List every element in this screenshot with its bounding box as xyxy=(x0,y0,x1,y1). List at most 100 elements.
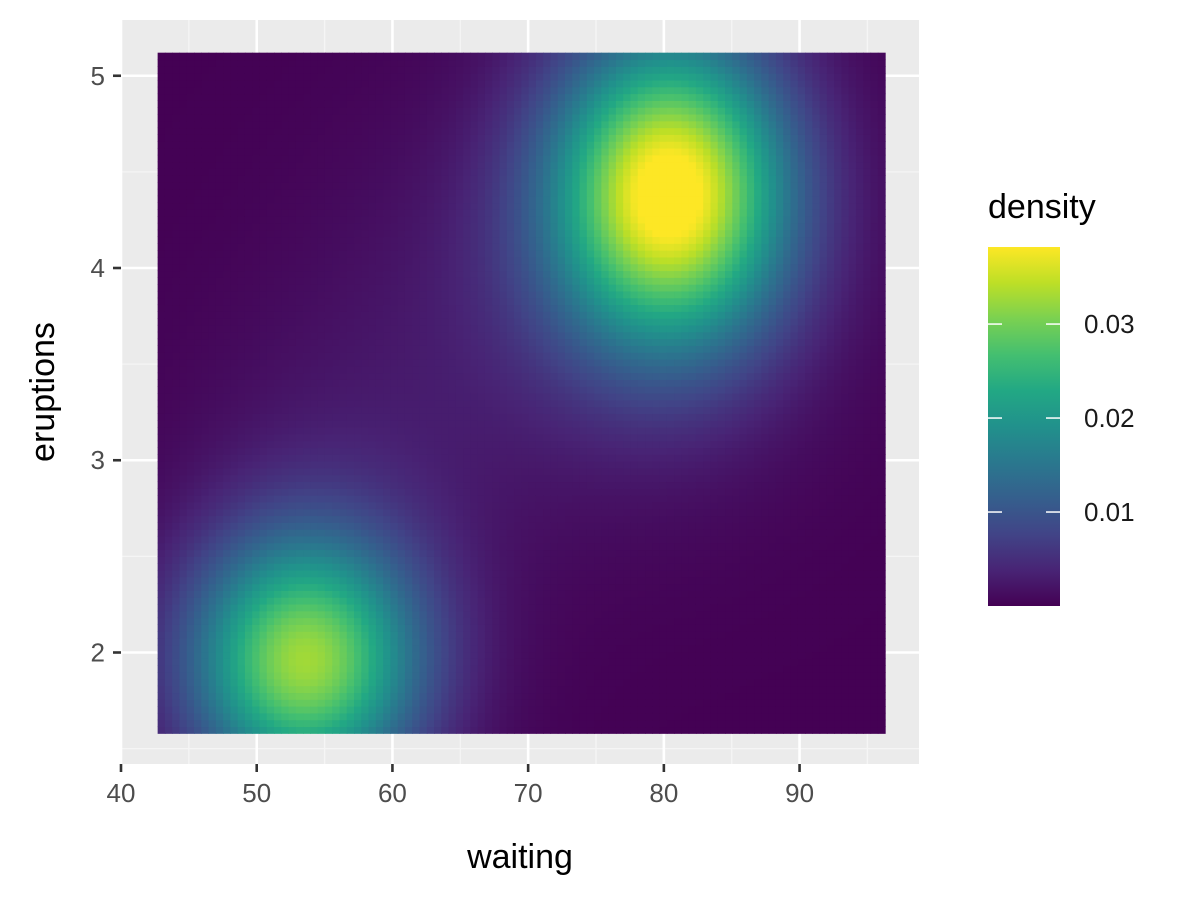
heat-cell xyxy=(317,474,326,483)
heat-cell xyxy=(346,603,355,612)
heat-cell xyxy=(361,345,370,353)
heat-cell xyxy=(492,331,501,340)
heat-cell xyxy=(448,454,457,462)
heat-cell xyxy=(244,66,253,74)
heat-cell xyxy=(499,529,508,537)
heat-cell xyxy=(230,290,239,299)
heat-cell xyxy=(455,610,464,619)
heat-cell xyxy=(194,120,202,129)
heat-cell xyxy=(390,658,399,666)
heat-cell xyxy=(375,270,384,278)
heat-cell xyxy=(303,352,311,360)
heat-cell xyxy=(492,154,501,163)
heat-cell xyxy=(310,488,319,496)
heat-cell xyxy=(295,338,304,346)
heat-cell xyxy=(383,297,392,306)
heat-cell xyxy=(317,515,326,523)
heat-cell xyxy=(324,685,333,694)
heat-cell xyxy=(499,726,508,734)
heat-cell xyxy=(230,386,239,394)
heat-cell xyxy=(448,222,457,231)
heat-cell xyxy=(223,426,231,435)
heat-cell xyxy=(194,270,202,278)
heat-cell xyxy=(288,726,297,734)
heat-cell xyxy=(368,563,377,571)
heat-cell xyxy=(499,79,508,88)
heat-cell xyxy=(172,202,181,210)
heat-cell xyxy=(448,658,457,666)
heat-cell xyxy=(354,624,362,632)
heat-cell xyxy=(419,222,428,231)
heat-cell xyxy=(252,154,261,163)
heat-cell xyxy=(274,556,282,564)
heat-cell xyxy=(179,195,188,204)
heat-cell xyxy=(434,243,442,251)
heat-cell xyxy=(426,597,435,605)
heat-cell xyxy=(470,597,479,605)
heat-cell xyxy=(463,236,472,244)
heat-cell xyxy=(317,304,326,312)
heat-cell xyxy=(492,692,501,700)
heat-cell xyxy=(259,216,268,224)
heat-cell xyxy=(455,671,464,680)
heat-cell xyxy=(339,699,348,707)
heat-cell xyxy=(259,161,268,169)
heat-cell xyxy=(404,467,413,476)
heat-cell xyxy=(259,637,268,646)
heat-cell xyxy=(499,454,508,462)
heat-cell xyxy=(259,467,268,476)
heat-cell xyxy=(441,52,450,61)
heat-cell xyxy=(295,195,304,204)
heat-cell xyxy=(230,563,239,571)
heat-cell xyxy=(448,195,457,204)
heat-cell xyxy=(477,665,486,673)
heat-cell xyxy=(281,535,290,544)
heat-cell xyxy=(259,529,268,537)
heat-cell xyxy=(346,352,355,360)
heat-cell xyxy=(259,229,268,238)
heat-cell xyxy=(317,147,326,156)
heat-cell xyxy=(426,508,435,517)
heat-cell xyxy=(506,665,515,673)
heat-cell xyxy=(477,501,486,510)
heat-cell xyxy=(448,590,457,598)
heat-cell xyxy=(441,651,450,659)
heat-cell xyxy=(397,147,406,156)
heat-cell xyxy=(514,481,522,489)
heat-cell xyxy=(368,93,377,101)
heat-cell xyxy=(426,712,435,721)
heat-cell xyxy=(354,692,362,700)
heat-cell xyxy=(157,508,166,517)
heat-cell xyxy=(281,474,290,483)
heat-cell xyxy=(208,644,217,653)
heat-cell xyxy=(514,277,522,285)
heat-cell xyxy=(281,52,290,61)
heat-cell xyxy=(346,529,355,537)
heat-cell xyxy=(441,461,450,469)
heat-cell xyxy=(157,250,166,258)
heat-cell xyxy=(288,161,297,169)
heat-cell xyxy=(470,474,479,483)
heat-cell xyxy=(463,372,472,380)
heat-cell xyxy=(361,209,370,217)
heat-cell xyxy=(157,454,166,462)
heat-cell xyxy=(252,474,261,483)
heat-cell xyxy=(266,365,275,374)
heat-cell xyxy=(274,229,282,238)
heat-cell xyxy=(237,236,246,244)
heat-cell xyxy=(397,107,406,115)
heat-cell xyxy=(390,358,399,367)
heat-cell xyxy=(477,699,486,707)
heat-cell xyxy=(179,699,188,707)
heat-cell xyxy=(390,671,399,680)
heat-cell xyxy=(201,522,210,530)
heat-cell xyxy=(186,563,195,571)
heat-cell xyxy=(288,79,297,88)
heat-cell xyxy=(230,270,239,278)
heat-cell xyxy=(244,284,253,292)
heat-cell xyxy=(252,508,261,517)
heat-cell xyxy=(506,304,515,312)
heat-cell xyxy=(252,352,261,360)
heat-cell xyxy=(463,658,472,666)
heat-cell xyxy=(179,597,188,605)
